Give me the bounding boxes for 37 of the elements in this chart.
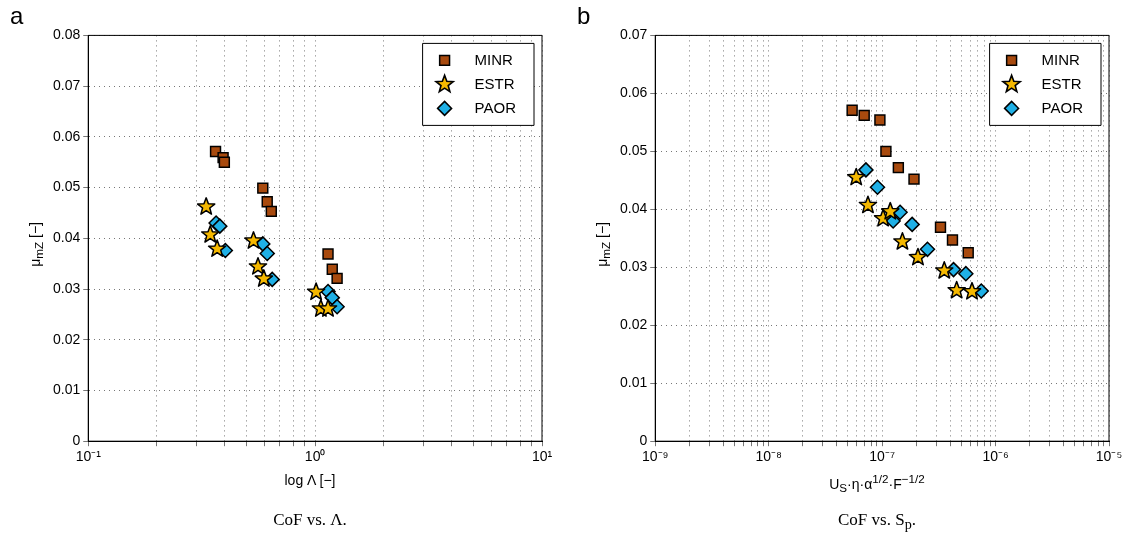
text: CoF vs. Λ. <box>272 510 348 530</box>
y-tick-label: 0.04 <box>620 200 648 217</box>
legend-label: PAOR <box>474 98 517 116</box>
legend-label: PAOR <box>1041 98 1084 116</box>
y-tick-label: 0.06 <box>53 127 81 144</box>
y-tick-label: 0.04 <box>53 229 81 246</box>
x-tick-label: 10⁻⁵ <box>1095 448 1123 465</box>
y-tick-label: 0.07 <box>53 76 81 93</box>
legend-label: MINR <box>474 50 514 68</box>
y-tick-label: 0 <box>639 432 648 449</box>
x-tick-label: 10⁰ <box>304 448 326 465</box>
y-tick-label: 0.02 <box>53 330 81 347</box>
x-tick-label: 10⁻⁷ <box>869 448 895 465</box>
chart-title: b <box>577 2 591 30</box>
text: CoF vs. S$_{p}$. <box>837 510 917 534</box>
y-tick-label: 0 <box>72 432 81 449</box>
y-tick-label: 0.02 <box>620 316 648 333</box>
y-tick-label: 0.07 <box>620 26 648 43</box>
x-tick-label: 10⁻⁸ <box>755 448 783 465</box>
y-tick-label: 0.01 <box>53 381 81 398</box>
chart-title: a <box>10 2 24 30</box>
y-tick-label: 0.01 <box>620 374 648 391</box>
y-tick-label: 0.06 <box>620 84 648 101</box>
y-tick-label: 0.05 <box>620 142 648 159</box>
x-tick-label: 10⁻⁹ <box>641 448 669 465</box>
y-tick-label: 0.03 <box>53 279 81 296</box>
legend-label: ESTR <box>474 74 515 92</box>
x-axis-title: log Λ [−] <box>283 472 337 488</box>
x-tick-label: 10⁻⁶ <box>982 448 1009 465</box>
y-tick-label: 0.05 <box>53 178 81 195</box>
legend-label: MINR <box>1041 50 1081 68</box>
y-tick-label: 0.08 <box>53 26 81 43</box>
legend-label: ESTR <box>1041 74 1082 92</box>
x-tick-label: 10¹ <box>531 448 553 465</box>
x-tick-label: 10⁻¹ <box>75 448 102 465</box>
x-axis-title: U$_{S}$·η·α$^{1/2}$·F$^{−1/2}$ <box>828 472 926 495</box>
y-tick-label: 0.03 <box>620 258 648 275</box>
